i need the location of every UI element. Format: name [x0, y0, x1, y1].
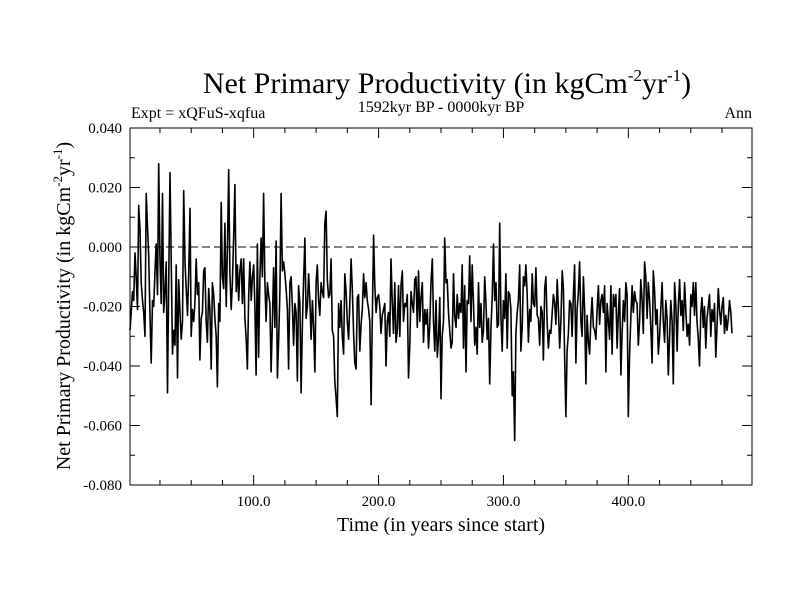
plot-frame: [129, 127, 753, 486]
y-axis-label: Net Primary Productivity (in kgCm-2yr-1): [50, 142, 75, 470]
time-range-label: 1592kyr BP - 0000kyr BP: [358, 99, 525, 116]
x-tick-label: 400.0: [611, 494, 645, 510]
x-tick-label: 200.0: [362, 494, 396, 510]
x-tick-label: 300.0: [487, 494, 521, 510]
chart-title: Net Primary Productivity (in kgCm-2yr-1): [203, 66, 691, 100]
experiment-label: Expt = xQFuS-xqfua: [131, 105, 265, 122]
y-tick-label: 0.000: [88, 240, 122, 256]
y-tick-label: 0.040: [88, 121, 122, 137]
x-axis-label: Time (in years since start): [337, 514, 545, 536]
y-tick-label: -0.060: [83, 419, 122, 435]
y-tick-label: -0.080: [83, 478, 122, 494]
x-axis: 100.0 200.0 300.0 400.0: [159, 128, 723, 510]
season-label: Ann: [724, 105, 752, 122]
y-tick-label: 0.020: [88, 181, 122, 197]
series-line: [129, 162, 733, 442]
y-axis: 0.040 0.020 0.000 -0.020 -0.040 -0.060 -0.080: [83, 121, 752, 494]
x-tick-label: 100.0: [237, 494, 271, 510]
y-tick-label: -0.020: [83, 300, 122, 316]
y-tick-label: -0.040: [83, 359, 122, 375]
